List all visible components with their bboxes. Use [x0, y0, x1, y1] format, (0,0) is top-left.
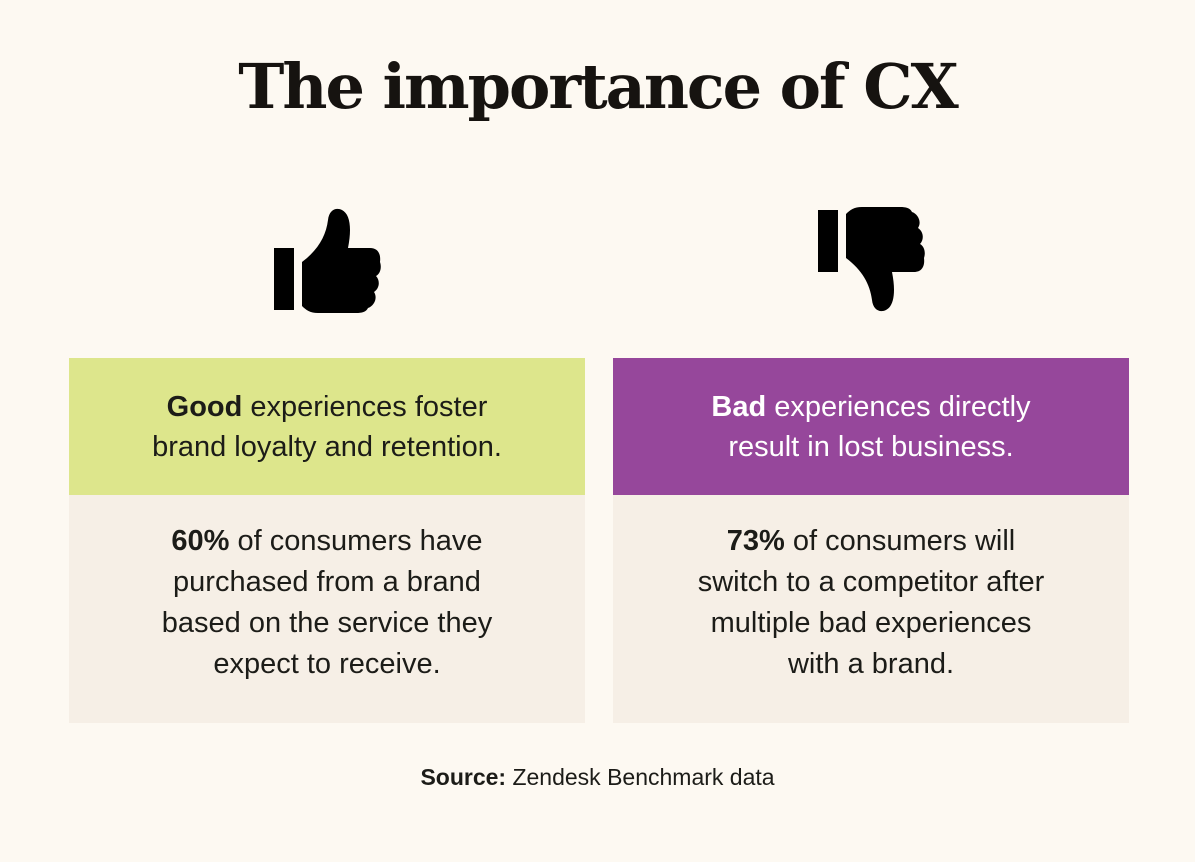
source-text: Zendesk Benchmark data [506, 764, 775, 790]
bad-stat-line3: multiple bad experiences [710, 607, 1032, 639]
bad-heading-line1: experiences directly [766, 390, 1031, 423]
good-experiences-card: Good experiences foster brand loyalty an… [69, 358, 585, 723]
source-caption: Source: Zendesk Benchmark data [0, 764, 1195, 791]
bad-stat-percent: 73% [726, 525, 785, 557]
bad-stat-line2: switch to a competitor after [697, 566, 1045, 598]
good-stat-line2: purchased from a brand [173, 566, 481, 598]
good-stat-line1: of consumers have [229, 525, 483, 557]
good-stat-panel: 60% of consumers have purchased from a b… [69, 495, 585, 723]
bad-stat-line1: of consumers will [784, 525, 1016, 557]
bad-heading-line2: result in lost business. [728, 430, 1014, 463]
thumbs-down-icon [818, 207, 925, 312]
bad-experiences-card: Bad experiences directly result in lost … [613, 358, 1129, 723]
good-stat-line3: based on the service they [161, 607, 493, 639]
bad-stat-panel: 73% of consumers will switch to a compet… [613, 495, 1129, 723]
bad-keyword: Bad [711, 390, 767, 423]
source-label: Source: [420, 764, 507, 790]
good-heading-line1: experiences foster [242, 390, 488, 423]
bad-stat-line4: with a brand. [787, 648, 955, 680]
good-keyword: Good [166, 390, 243, 423]
thumbs-up-icon [274, 208, 381, 313]
bad-experiences-header: Bad experiences directly result in lost … [613, 358, 1129, 495]
good-experiences-header: Good experiences foster brand loyalty an… [69, 358, 585, 495]
page-title: The importance of CX [238, 50, 959, 123]
good-stat-line4: expect to receive. [213, 648, 441, 680]
good-stat-percent: 60% [171, 525, 230, 557]
good-heading-line2: brand loyalty and retention. [152, 430, 502, 463]
